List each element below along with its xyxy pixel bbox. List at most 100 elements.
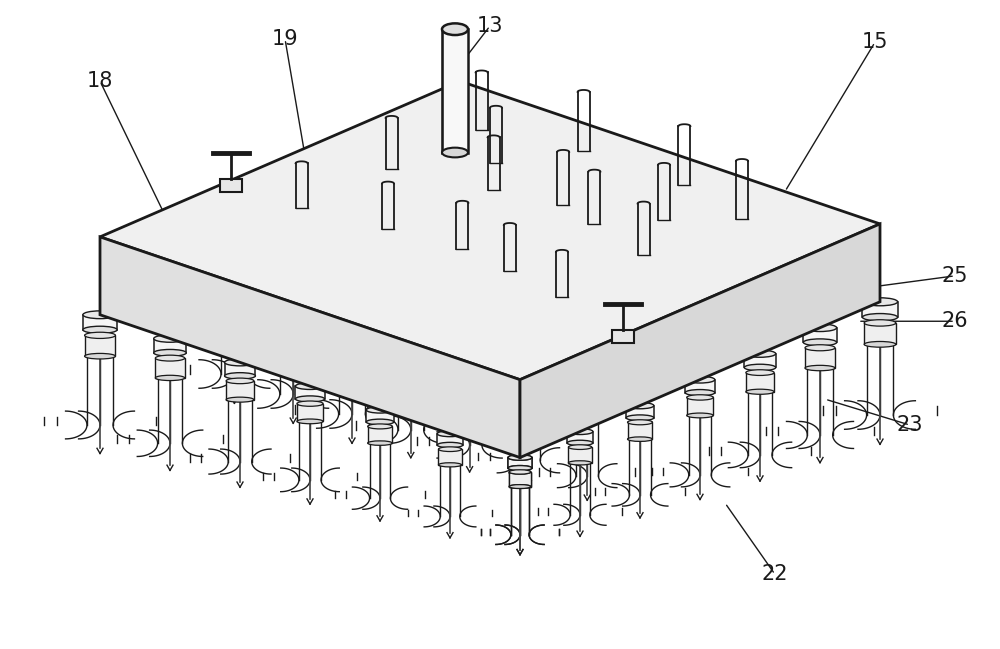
FancyBboxPatch shape xyxy=(437,434,463,445)
Ellipse shape xyxy=(514,396,542,400)
FancyBboxPatch shape xyxy=(574,398,600,417)
Ellipse shape xyxy=(574,396,600,401)
Ellipse shape xyxy=(154,335,186,342)
Ellipse shape xyxy=(336,341,368,346)
FancyBboxPatch shape xyxy=(509,472,531,487)
FancyBboxPatch shape xyxy=(744,354,776,367)
Polygon shape xyxy=(100,81,880,380)
FancyBboxPatch shape xyxy=(612,330,634,343)
Ellipse shape xyxy=(509,470,531,474)
FancyBboxPatch shape xyxy=(862,302,898,317)
Ellipse shape xyxy=(453,337,486,345)
Ellipse shape xyxy=(572,391,602,397)
Ellipse shape xyxy=(568,461,592,465)
Text: 19: 19 xyxy=(272,29,298,49)
Ellipse shape xyxy=(805,345,835,350)
Ellipse shape xyxy=(276,276,311,285)
FancyBboxPatch shape xyxy=(508,458,532,468)
Ellipse shape xyxy=(864,320,896,326)
Ellipse shape xyxy=(336,319,368,325)
Ellipse shape xyxy=(394,332,428,339)
Ellipse shape xyxy=(217,273,252,280)
Ellipse shape xyxy=(438,463,462,467)
Ellipse shape xyxy=(219,278,250,285)
FancyBboxPatch shape xyxy=(438,449,462,465)
Ellipse shape xyxy=(864,341,896,347)
FancyBboxPatch shape xyxy=(626,406,654,418)
Text: 13: 13 xyxy=(477,16,503,36)
Ellipse shape xyxy=(574,414,600,419)
Ellipse shape xyxy=(508,465,532,471)
FancyBboxPatch shape xyxy=(685,380,715,393)
FancyBboxPatch shape xyxy=(295,386,325,399)
FancyBboxPatch shape xyxy=(687,397,713,415)
Ellipse shape xyxy=(277,321,309,326)
Polygon shape xyxy=(100,237,520,458)
Ellipse shape xyxy=(297,401,323,406)
FancyBboxPatch shape xyxy=(396,341,426,361)
FancyBboxPatch shape xyxy=(746,373,774,392)
FancyBboxPatch shape xyxy=(508,458,532,468)
Ellipse shape xyxy=(226,397,254,402)
Text: 18: 18 xyxy=(87,71,113,91)
Ellipse shape xyxy=(455,377,484,382)
Ellipse shape xyxy=(746,389,774,395)
Ellipse shape xyxy=(154,349,186,356)
Ellipse shape xyxy=(453,352,486,358)
Ellipse shape xyxy=(508,455,532,460)
Ellipse shape xyxy=(442,147,468,157)
Ellipse shape xyxy=(295,396,325,402)
Ellipse shape xyxy=(83,326,117,334)
Ellipse shape xyxy=(626,415,654,421)
Text: 26: 26 xyxy=(942,312,968,331)
Ellipse shape xyxy=(225,359,255,366)
Ellipse shape xyxy=(508,465,532,471)
FancyBboxPatch shape xyxy=(455,360,484,380)
FancyBboxPatch shape xyxy=(83,315,117,330)
Ellipse shape xyxy=(509,470,531,474)
FancyBboxPatch shape xyxy=(568,447,592,463)
Ellipse shape xyxy=(628,420,652,425)
Ellipse shape xyxy=(295,383,325,389)
FancyBboxPatch shape xyxy=(154,339,186,353)
FancyBboxPatch shape xyxy=(217,261,252,276)
Ellipse shape xyxy=(508,455,532,460)
Text: 22: 22 xyxy=(762,565,788,584)
FancyBboxPatch shape xyxy=(85,336,115,356)
FancyBboxPatch shape xyxy=(514,379,542,398)
FancyBboxPatch shape xyxy=(394,321,428,336)
Ellipse shape xyxy=(628,437,652,441)
Ellipse shape xyxy=(438,447,462,452)
FancyBboxPatch shape xyxy=(442,29,468,153)
Ellipse shape xyxy=(83,311,117,319)
Ellipse shape xyxy=(225,373,255,379)
Ellipse shape xyxy=(455,357,484,363)
Ellipse shape xyxy=(219,300,250,306)
Ellipse shape xyxy=(513,357,544,364)
Ellipse shape xyxy=(368,441,392,445)
Ellipse shape xyxy=(226,378,254,384)
Ellipse shape xyxy=(626,402,654,409)
Ellipse shape xyxy=(334,313,370,320)
Ellipse shape xyxy=(396,359,426,364)
Ellipse shape xyxy=(366,407,394,413)
Ellipse shape xyxy=(366,419,394,425)
Ellipse shape xyxy=(276,293,311,300)
Ellipse shape xyxy=(437,443,463,448)
Ellipse shape xyxy=(437,431,463,437)
Ellipse shape xyxy=(217,257,252,265)
Ellipse shape xyxy=(509,485,531,489)
Ellipse shape xyxy=(394,317,428,324)
Ellipse shape xyxy=(685,389,715,396)
FancyBboxPatch shape xyxy=(509,472,531,487)
FancyBboxPatch shape xyxy=(513,361,544,374)
FancyBboxPatch shape xyxy=(219,282,250,303)
Ellipse shape xyxy=(509,485,531,489)
FancyBboxPatch shape xyxy=(864,323,896,345)
Ellipse shape xyxy=(862,298,898,306)
FancyBboxPatch shape xyxy=(628,422,652,439)
Ellipse shape xyxy=(396,338,426,344)
Text: 15: 15 xyxy=(862,32,888,52)
Text: 23: 23 xyxy=(897,415,923,435)
Ellipse shape xyxy=(513,371,544,378)
